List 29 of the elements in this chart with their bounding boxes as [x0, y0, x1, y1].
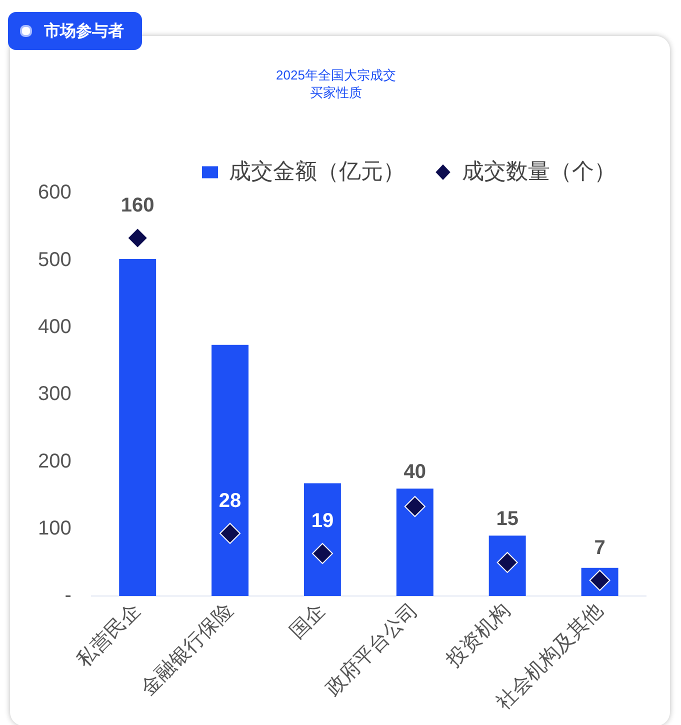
text: 市场参与者	[44, 21, 124, 42]
bar	[212, 344, 249, 596]
legend-label: 成交数量（个）	[462, 158, 616, 184]
x-tick-label: 私营民企	[72, 599, 146, 672]
y-tick-label: 200	[38, 450, 72, 472]
y-tick-label: 500	[38, 248, 72, 271]
chart-subtitle: 买家性质	[310, 84, 362, 100]
point	[127, 227, 148, 248]
y-tick-label: 600	[38, 182, 72, 204]
data-label: 40	[404, 461, 426, 484]
y-tick-label: -	[64, 584, 72, 607]
data-label: 15	[496, 508, 518, 530]
x-tick-label: 投资机构	[442, 599, 515, 672]
y-tick-label: 300	[38, 383, 72, 406]
y-tick-label: 400	[38, 316, 72, 338]
point	[404, 496, 426, 518]
data-label: 28	[218, 490, 242, 512]
data-label: 19	[311, 510, 334, 532]
legend-label: 成交金额（亿元）	[229, 158, 405, 184]
chart-title: 2025年全国大宗成交	[276, 67, 396, 82]
point	[220, 522, 241, 544]
y-tick-label: 100	[38, 517, 72, 540]
data-label: 7	[594, 536, 606, 559]
bar	[396, 488, 434, 596]
x-tick-label: 国企	[286, 599, 330, 644]
bar	[119, 258, 156, 596]
point	[312, 543, 333, 564]
data-label: 160	[120, 194, 154, 216]
bar	[304, 483, 341, 596]
